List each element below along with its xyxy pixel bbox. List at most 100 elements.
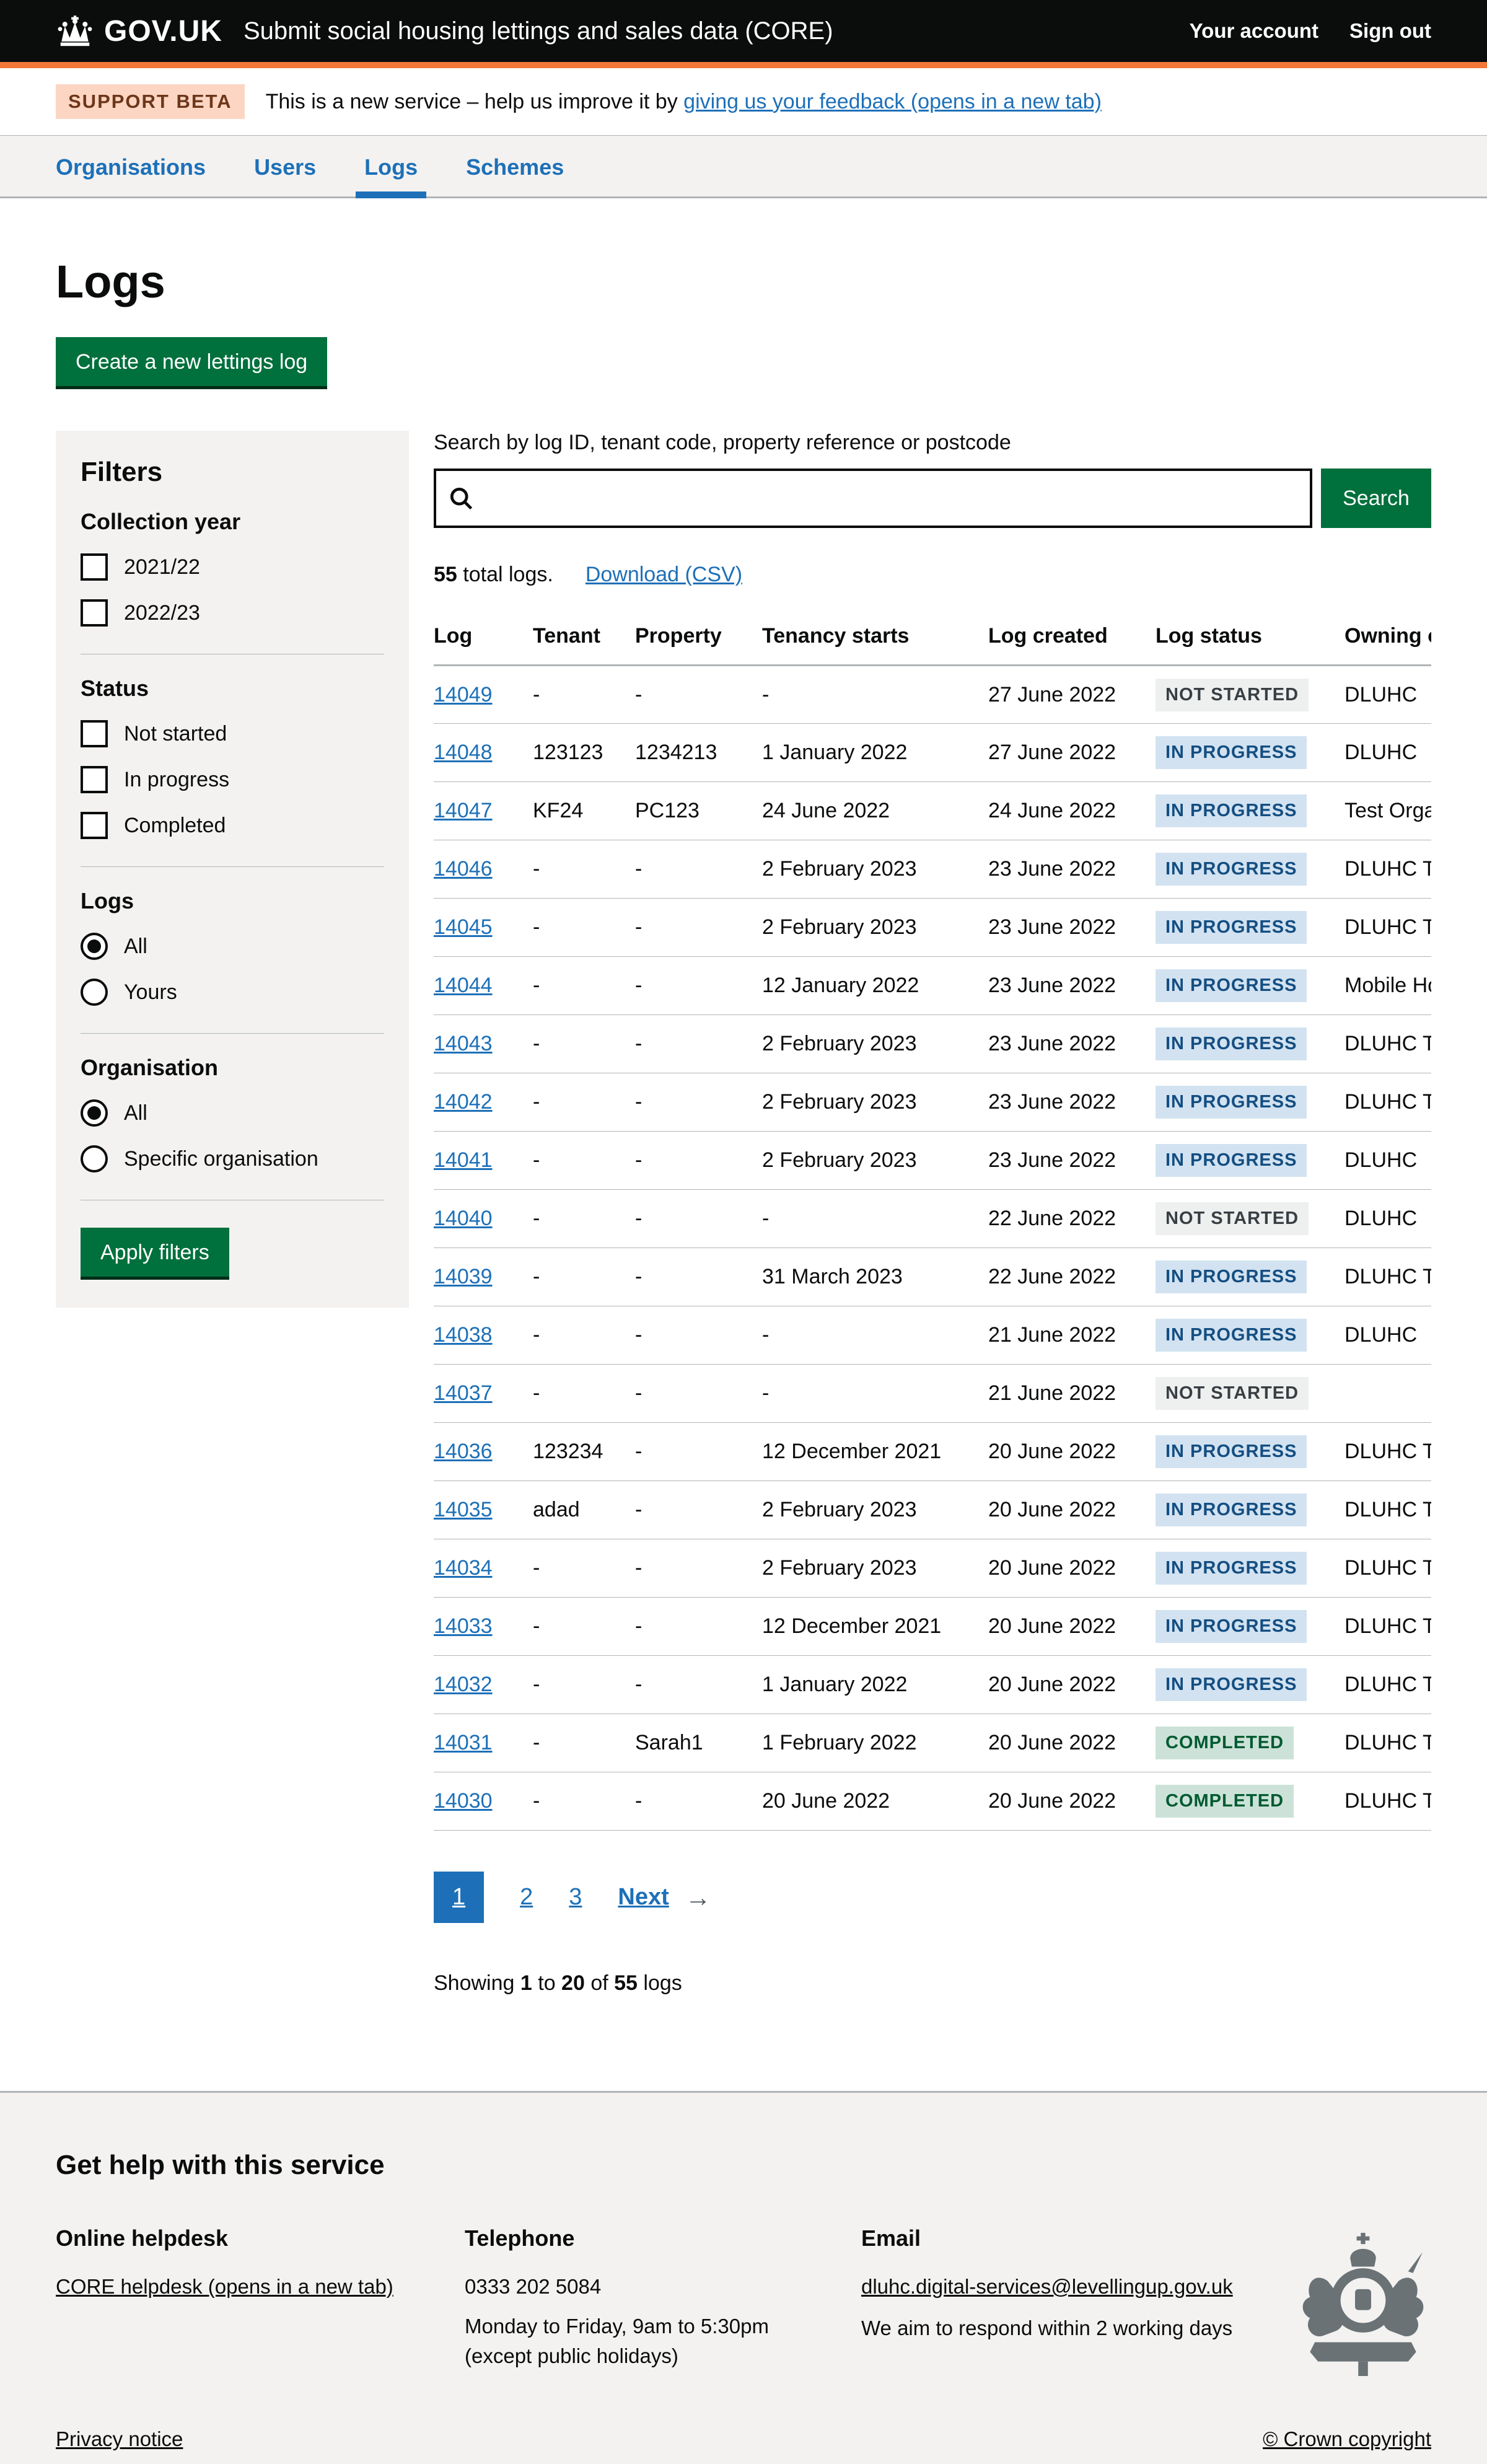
checkbox[interactable] bbox=[81, 720, 108, 747]
filter-option-yours[interactable]: Yours bbox=[81, 979, 384, 1006]
tenancy-starts-cell: 24 June 2022 bbox=[762, 781, 988, 840]
tenancy-starts-cell: 2 February 2023 bbox=[762, 1131, 988, 1190]
filter-option-specific-organisation[interactable]: Specific organisation bbox=[81, 1145, 384, 1173]
checkbox[interactable] bbox=[81, 766, 108, 793]
sign-out-link[interactable]: Sign out bbox=[1349, 19, 1431, 42]
phase-banner-text: This is a new service – help us improve … bbox=[266, 90, 1102, 114]
owning-organisation-cell: DLUHC Test Org bbox=[1344, 1539, 1431, 1598]
log-status-cell: NOT STARTED bbox=[1156, 1364, 1344, 1423]
log-id-link[interactable]: 14031 bbox=[434, 1731, 493, 1754]
owning-organisation-cell: DLUHC Test Org bbox=[1344, 1655, 1431, 1714]
filter-option-2021-22[interactable]: 2021/22 bbox=[81, 553, 384, 581]
log-id-link[interactable]: 14033 bbox=[434, 1614, 493, 1638]
footer-telephone-column: Telephone 0333 202 5084 Monday to Friday… bbox=[465, 2225, 861, 2368]
table-header-row: Log Tenant Property Tenancy starts Log creat… bbox=[434, 608, 1431, 666]
checkbox[interactable] bbox=[81, 599, 108, 627]
core-helpdesk-link[interactable]: CORE helpdesk (opens in a new tab) bbox=[56, 2275, 393, 2298]
apply-filters-button[interactable]: Apply filters bbox=[81, 1228, 229, 1277]
filter-option-completed[interactable]: Completed bbox=[81, 812, 384, 839]
property-cell: - bbox=[635, 840, 762, 899]
tenant-cell: - bbox=[533, 1247, 635, 1306]
log-id-cell: 14038 bbox=[434, 1306, 533, 1365]
filter-option-not-started[interactable]: Not started bbox=[81, 720, 384, 747]
log-id-link[interactable]: 14040 bbox=[434, 1207, 493, 1230]
log-created-cell: 20 June 2022 bbox=[988, 1597, 1156, 1656]
govuk-header: GOV.UK Submit social housing lettings an… bbox=[0, 0, 1487, 68]
log-id-link[interactable]: 14039 bbox=[434, 1265, 493, 1288]
log-id-link[interactable]: 14047 bbox=[434, 799, 493, 822]
govuk-logo[interactable]: GOV.UK bbox=[104, 14, 222, 48]
privacy-notice-link[interactable]: Privacy notice bbox=[56, 2427, 183, 2450]
status-badge: IN PROGRESS bbox=[1156, 1144, 1307, 1177]
search-button[interactable]: Search bbox=[1321, 469, 1431, 528]
log-created-cell: 20 June 2022 bbox=[988, 1772, 1156, 1831]
log-id-link[interactable]: 14037 bbox=[434, 1381, 493, 1405]
pagination-page-1[interactable]: 1 bbox=[434, 1872, 485, 1923]
log-id-link[interactable]: 14044 bbox=[434, 974, 493, 997]
property-cell: 1234213 bbox=[635, 723, 762, 782]
log-id-link[interactable]: 14035 bbox=[434, 1498, 493, 1521]
create-lettings-log-button[interactable]: Create a new lettings log bbox=[56, 337, 328, 386]
checkbox[interactable] bbox=[81, 812, 108, 839]
tab-logs[interactable]: Logs bbox=[356, 136, 427, 198]
log-id-cell: 14035 bbox=[434, 1481, 533, 1539]
table-row: 14041- -2 February 2023 23 June 2022 IN PRO… bbox=[434, 1131, 1431, 1190]
tenant-cell: - bbox=[533, 1655, 635, 1714]
log-status-cell: COMPLETED bbox=[1156, 1714, 1344, 1772]
filter-option-all[interactable]: All bbox=[81, 1099, 384, 1127]
radio-button[interactable] bbox=[81, 1145, 108, 1173]
log-id-link[interactable]: 14045 bbox=[434, 915, 493, 939]
primary-navigation: Organisations Users Logs Schemes bbox=[0, 136, 1487, 198]
log-created-cell: 23 June 2022 bbox=[988, 840, 1156, 899]
log-created-cell: 27 June 2022 bbox=[988, 665, 1156, 724]
pagination-page-2[interactable]: 2 bbox=[520, 1884, 533, 1910]
log-id-cell: 14043 bbox=[434, 1014, 533, 1073]
crown-copyright-link[interactable]: © Crown copyright bbox=[1263, 2427, 1431, 2450]
log-id-link[interactable]: 14043 bbox=[434, 1032, 493, 1055]
table-row: 14044- -12 January 2022 23 June 2022 IN PRO… bbox=[434, 956, 1431, 1015]
column-header-tenancy-starts: Tenancy starts bbox=[762, 608, 988, 666]
filter-option-in-progress[interactable]: In progress bbox=[81, 766, 384, 793]
tab-organisations[interactable]: Organisations bbox=[56, 154, 206, 180]
checkbox[interactable] bbox=[81, 553, 108, 581]
log-id-link[interactable]: 14049 bbox=[434, 682, 493, 706]
log-id-link[interactable]: 14046 bbox=[434, 857, 493, 881]
tab-users[interactable]: Users bbox=[254, 154, 317, 180]
tenancy-starts-cell: 31 March 2023 bbox=[762, 1247, 988, 1306]
log-status-cell: IN PROGRESS bbox=[1156, 1131, 1344, 1190]
property-cell: - bbox=[635, 898, 762, 957]
log-id-link[interactable]: 14042 bbox=[434, 1090, 493, 1114]
owning-organisation-cell: DLUHC Test Org bbox=[1344, 1481, 1431, 1539]
table-row: 14040- - -22 June 2022 NOT STARTED DLUHC bbox=[434, 1189, 1431, 1248]
radio-button[interactable] bbox=[81, 979, 108, 1006]
pagination-next-link[interactable]: Next bbox=[618, 1884, 669, 1910]
pagination-page-3[interactable]: 3 bbox=[569, 1884, 582, 1910]
filter-option-label: Specific organisation bbox=[124, 1146, 318, 1171]
log-id-link[interactable]: 14034 bbox=[434, 1556, 493, 1580]
email-link[interactable]: dluhc.digital-services@levellingup.gov.u… bbox=[861, 2275, 1233, 2298]
service-name-link[interactable]: Submit social housing lettings and sales… bbox=[243, 17, 833, 45]
log-id-link[interactable]: 14030 bbox=[434, 1789, 493, 1813]
filter-option-label: All bbox=[124, 1101, 147, 1125]
log-id-link[interactable]: 14048 bbox=[434, 741, 493, 764]
filter-option-all[interactable]: All bbox=[81, 933, 384, 960]
tab-schemes[interactable]: Schemes bbox=[466, 154, 564, 180]
tenancy-starts-cell: 12 December 2021 bbox=[762, 1597, 988, 1656]
download-csv-link[interactable]: Download (CSV) bbox=[585, 563, 743, 586]
your-account-link[interactable]: Your account bbox=[1189, 19, 1319, 42]
log-id-cell: 14039 bbox=[434, 1247, 533, 1306]
tenancy-starts-cell: 2 February 2023 bbox=[762, 1539, 988, 1598]
owning-organisation-cell: DLUHC Test Org bbox=[1344, 1073, 1431, 1132]
search-input[interactable] bbox=[482, 473, 1299, 523]
filter-option-2022-23[interactable]: 2022/23 bbox=[81, 599, 384, 627]
tenant-cell: - bbox=[533, 1073, 635, 1132]
radio-button[interactable] bbox=[81, 1099, 108, 1127]
log-id-link[interactable]: 14041 bbox=[434, 1148, 493, 1172]
radio-button[interactable] bbox=[81, 933, 108, 960]
feedback-link[interactable]: giving us your feedback (opens in a new … bbox=[683, 89, 1102, 113]
tenant-cell: adad bbox=[533, 1481, 635, 1539]
log-id-link[interactable]: 14032 bbox=[434, 1673, 493, 1696]
log-id-link[interactable]: 14038 bbox=[434, 1323, 493, 1347]
log-id-link[interactable]: 14036 bbox=[434, 1440, 493, 1463]
property-cell: - bbox=[635, 1073, 762, 1132]
